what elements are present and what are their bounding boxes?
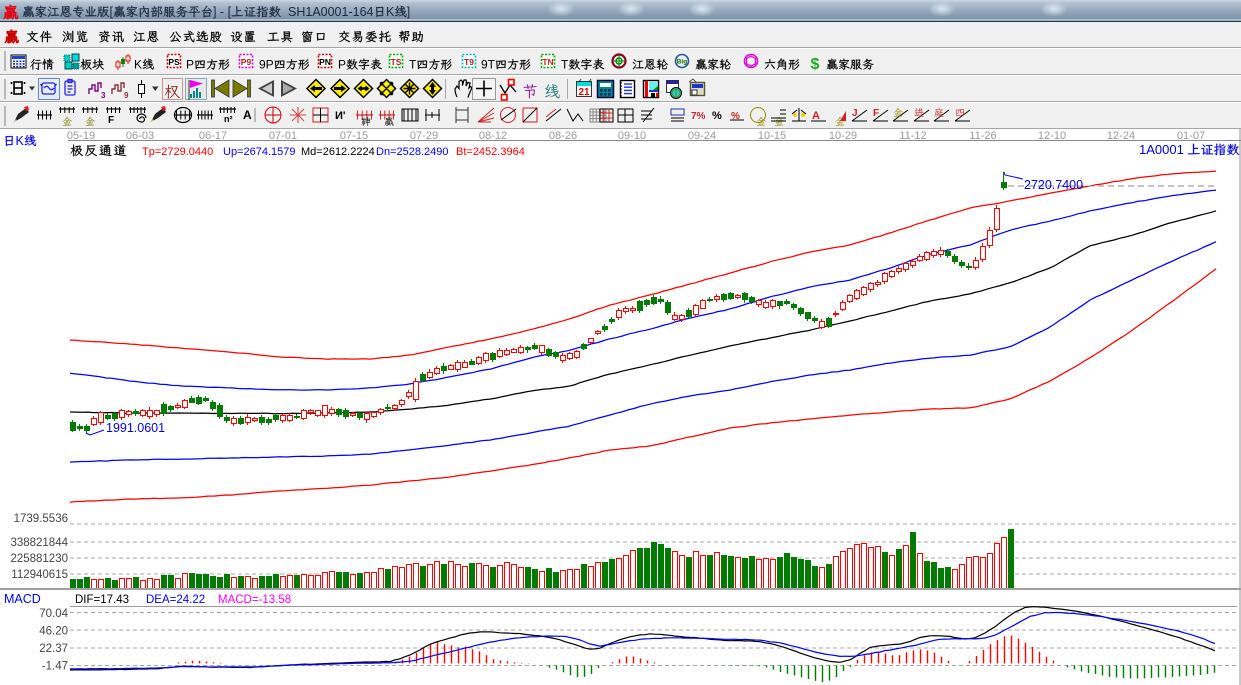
svg-text:[: [ (110, 5, 114, 19)
svg-text:%: % (731, 111, 740, 122)
svg-text:06-17: 06-17 (199, 130, 227, 142)
svg-text:И': И' (335, 110, 346, 122)
svg-text:PN: PN (319, 57, 331, 67)
svg-text:TS: TS (391, 57, 402, 67)
svg-text:Tp=2729.0440: Tp=2729.0440 (142, 146, 213, 158)
svg-text:08-26: 08-26 (549, 130, 577, 142)
svg-text:05-19: 05-19 (67, 130, 95, 142)
svg-text:08-12: 08-12 (479, 130, 507, 142)
svg-text:Dn=2528.2490: Dn=2528.2490 (376, 146, 448, 158)
svg-text:225881230: 225881230 (10, 553, 68, 565)
svg-text:9T: 9T (481, 58, 496, 72)
svg-text:06-03: 06-03 (126, 130, 154, 142)
svg-text:10-15: 10-15 (758, 130, 786, 142)
svg-text:PS: PS (168, 57, 180, 67)
svg-text:K: K (386, 5, 395, 19)
svg-text:DEA=24.22: DEA=24.22 (146, 594, 205, 606)
svg-text:21: 21 (578, 87, 590, 98)
svg-text:11-12: 11-12 (899, 130, 926, 142)
svg-text:MACD=-13.58: MACD=-13.58 (218, 594, 291, 606)
svg-text:MACD: MACD (4, 592, 41, 606)
svg-text:T: T (561, 58, 569, 72)
svg-text:12-10: 12-10 (1038, 130, 1066, 142)
svg-text:11-26: 11-26 (969, 130, 996, 142)
svg-text:-1.47: -1.47 (42, 661, 68, 673)
svg-text:1991.0601: 1991.0601 (106, 421, 165, 435)
svg-text:SH1A0001-164: SH1A0001-164 (288, 5, 374, 19)
svg-text:Md=2612.2224: Md=2612.2224 (301, 146, 375, 158)
svg-text:07-29: 07-29 (410, 130, 438, 142)
svg-text:Up=2674.1579: Up=2674.1579 (223, 146, 295, 158)
svg-text:7%: 7% (691, 111, 706, 122)
svg-text:T9: T9 (464, 57, 474, 67)
svg-text:1A0001: 1A0001 (1139, 142, 1184, 157)
svg-text:K: K (134, 58, 142, 72)
svg-text:]: ] (407, 5, 410, 19)
svg-text:09-10: 09-10 (618, 130, 646, 142)
svg-text:n²: n² (224, 114, 233, 124)
svg-text:-: - (220, 5, 224, 19)
svg-text:9: 9 (124, 91, 129, 100)
svg-text:K: K (16, 134, 25, 148)
svg-text:70.04: 70.04 (39, 608, 68, 620)
svg-text:338821844: 338821844 (10, 537, 68, 549)
svg-text:F: F (873, 108, 879, 119)
svg-text:TN: TN (542, 57, 553, 67)
svg-text:07-01: 07-01 (269, 130, 297, 142)
svg-text:F: F (108, 115, 114, 126)
svg-text:2720.7400: 2720.7400 (1024, 178, 1083, 192)
svg-text:%: % (712, 110, 722, 122)
svg-text:P: P (338, 58, 346, 72)
svg-text:9P: 9P (259, 58, 274, 72)
svg-text:DIF=17.43: DIF=17.43 (75, 594, 129, 606)
svg-text:22.37: 22.37 (39, 643, 68, 655)
svg-text:Big: Big (677, 59, 688, 66)
svg-text:09-24: 09-24 (688, 130, 716, 142)
svg-text:P9: P9 (241, 57, 252, 67)
svg-text:]: ] (213, 5, 216, 19)
svg-text:07-15: 07-15 (340, 130, 368, 142)
svg-text:10-29: 10-29 (829, 130, 857, 142)
svg-text:A: A (812, 110, 820, 122)
svg-text:P: P (186, 58, 194, 72)
svg-text:$: $ (811, 56, 820, 73)
svg-text:1739.5536: 1739.5536 (14, 513, 68, 525)
svg-text:[: [ (228, 5, 232, 19)
svg-text:Bt=2452.3964: Bt=2452.3964 (456, 146, 525, 158)
svg-text:J: J (852, 108, 858, 119)
svg-text:T: T (409, 58, 417, 72)
svg-text:12-24: 12-24 (1107, 130, 1135, 142)
svg-text:A: A (243, 108, 252, 122)
svg-text:46.20: 46.20 (39, 626, 68, 638)
svg-text:112940615: 112940615 (11, 569, 68, 581)
svg-text:01-07: 01-07 (1177, 130, 1205, 142)
svg-text:3: 3 (101, 91, 106, 100)
